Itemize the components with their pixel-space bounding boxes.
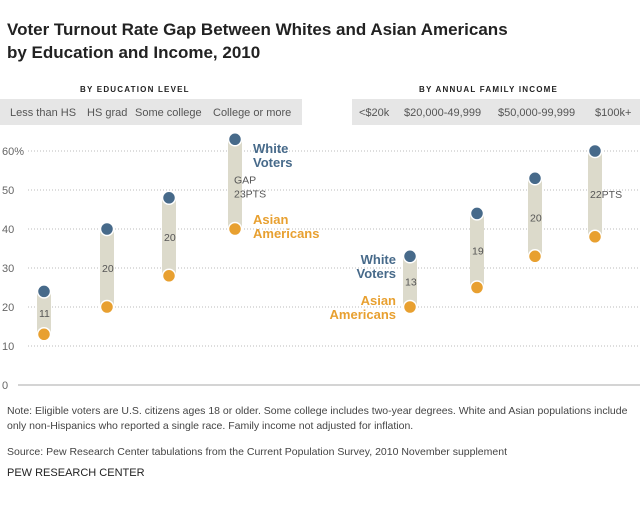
brand-label: PEW RESEARCH CENTER [7, 467, 145, 479]
white-voters-dot [99, 221, 115, 237]
gap-label: 23PTS [234, 188, 266, 200]
white-voters-dot [402, 249, 418, 264]
legend-white-voters: Voters [357, 266, 397, 281]
category-label: $100k+ [595, 107, 632, 119]
category-label: <$20k [359, 107, 390, 119]
y-tick-label: 10 [2, 341, 14, 353]
asian-americans-dot [161, 268, 177, 284]
white-voters-dot [469, 206, 485, 221]
gap-bar [403, 256, 417, 307]
legend-asian-americans: Asian [253, 212, 288, 227]
gap-label: GAP [234, 174, 256, 186]
gap-bar [528, 178, 542, 257]
legend-asian-americans: Asian [361, 293, 396, 308]
y-tick-label: 20 [2, 302, 14, 314]
white-voters-dot [227, 132, 243, 147]
gap-bar [162, 197, 176, 276]
legend-white-voters: Voters [253, 155, 293, 170]
category-label: $50,000-99,999 [498, 107, 576, 119]
white-voters-dot [36, 284, 52, 299]
white-voters-dot [527, 171, 543, 186]
gap-label: 20 [102, 263, 114, 275]
asian-americans-dot [227, 221, 243, 237]
gap-label: 20 [530, 212, 542, 224]
legend-white-voters: White [361, 252, 396, 267]
white-voters-dot [161, 190, 177, 206]
y-tick-label: 50 [2, 185, 14, 197]
y-tick-label: 40 [2, 224, 14, 236]
gap-label: 20 [164, 232, 176, 244]
asian-americans-dot [402, 299, 418, 315]
gap-bar [470, 213, 484, 288]
white-voters-dot [587, 143, 603, 159]
gap-bar [588, 151, 602, 237]
education-category-band [0, 99, 302, 125]
asian-americans-dot [469, 280, 485, 295]
gap-bar [100, 229, 114, 307]
asian-americans-dot [587, 229, 603, 245]
gap-bar [37, 291, 51, 335]
gap-bar [228, 139, 242, 229]
asian-americans-dot [99, 299, 115, 315]
source: Source: Pew Research Center tabulations … [7, 446, 507, 458]
gap-label: 22PTS [590, 189, 622, 201]
category-label: College or more [213, 107, 292, 119]
category-label: Less than HS [10, 107, 77, 119]
plot-area: 0 10 20 30 40 50 60% 11 20 20 GAP 23PTS 13 19 20 22PTS W… [2, 132, 640, 392]
asian-americans-dot [36, 327, 52, 342]
education-section-label: BY EDUCATION LEVEL [80, 85, 190, 94]
chart-title: Voter Turnout Rate Gap Between Whites an… [7, 20, 508, 62]
y-tick-label: 60% [2, 146, 24, 158]
category-label: Some college [135, 107, 202, 119]
note: Note: Eligible voters are U.S. citizens … [7, 405, 628, 432]
legend-white-voters: White [253, 141, 288, 156]
asian-americans-dot [527, 249, 543, 264]
income-category-band [352, 99, 640, 125]
gap-label: 11 [39, 308, 50, 320]
legend-asian-americans: Americans [253, 226, 319, 241]
gap-label: 19 [472, 245, 484, 257]
income-section-label: BY ANNUAL FAMILY INCOME [419, 85, 559, 94]
y-tick-label: 30 [2, 263, 14, 275]
category-label: HS grad [87, 107, 128, 119]
legend-asian-americans: Americans [330, 307, 396, 322]
category-label: $20,000-49,999 [404, 107, 482, 119]
gap-label: 13 [405, 277, 417, 289]
y-tick-label: 0 [2, 380, 8, 392]
